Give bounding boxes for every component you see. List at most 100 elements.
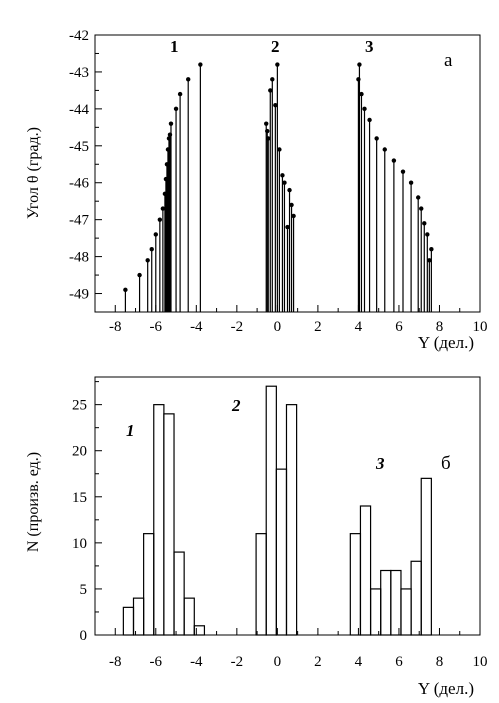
angle-point (177, 91, 183, 97)
histogram-axis-ticks: -8 -6 -4 -2 0 2 4 6 8 10 0 5 10 15 20 25 (72, 381, 488, 670)
histogram-x-tick-label: 8 (436, 654, 444, 670)
angle-point (382, 147, 387, 152)
histogram-bar (380, 569, 392, 636)
histogram-x-tick-label: -6 (150, 654, 163, 670)
angle-x-tick-label: 10 (473, 319, 488, 335)
histogram-bar (193, 625, 206, 636)
angle-point (427, 258, 432, 263)
angle-point (168, 121, 174, 126)
histogram-bar (349, 533, 362, 636)
angle-y-tick-label: -43 (69, 65, 89, 81)
histogram-bar (390, 569, 402, 636)
angle-point (264, 121, 269, 126)
angle-point (137, 272, 142, 278)
histogram-bar (163, 413, 175, 636)
hist-group-label-3: 3 (375, 454, 385, 473)
angle-point (362, 106, 367, 112)
panel-label-b: б (441, 453, 451, 474)
histogram-x-tick-label: -2 (231, 654, 244, 670)
angle-point (157, 217, 163, 222)
angle-point (266, 136, 271, 141)
group-label-1: 1 (170, 37, 179, 56)
angle-y-tick-label: -44 (69, 102, 89, 118)
hist-group-label-1: 1 (126, 421, 135, 440)
angle-point (123, 287, 128, 293)
histogram-bar (122, 606, 135, 636)
angle-point (149, 247, 154, 252)
angle-point (198, 62, 203, 67)
histogram-bar (183, 597, 195, 636)
angle-point (160, 206, 166, 211)
histogram-y-tick-label: 5 (80, 582, 88, 598)
panel-label-a: а (444, 50, 453, 71)
angle-point (425, 232, 430, 237)
angle-point (415, 195, 421, 200)
angle-x-tick-label: -4 (190, 319, 203, 335)
histogram-bar (265, 385, 277, 636)
angle-point (289, 202, 294, 208)
angle-axis-ticks: -8 -6 -4 -2 0 2 4 6 8 10 -42 -43 -44 -45 -46 -47 -48 -49 (69, 28, 488, 335)
angle-x-tick-label: -2 (231, 319, 244, 335)
angle-point (277, 147, 282, 152)
histogram-bar (275, 468, 288, 636)
histogram-bar (359, 505, 372, 636)
group-label-2: 2 (271, 37, 280, 56)
angle-y-tick-label: -46 (69, 176, 89, 192)
angle-point (391, 158, 397, 163)
histogram-bar (369, 588, 382, 636)
angle-y-tick-label: -45 (69, 139, 89, 155)
angle-y-tick-label: -47 (69, 213, 89, 229)
histogram-bar (143, 533, 155, 636)
histogram-bar (285, 404, 298, 636)
angle-x-tick-label: 2 (314, 319, 322, 335)
histogram-x-tick-label: -8 (109, 654, 122, 670)
angle-point (273, 102, 278, 108)
angle-point (268, 88, 273, 93)
angle-point (282, 180, 287, 185)
histogram-bar (420, 477, 432, 636)
angle-point (270, 77, 275, 82)
angle-y-tick-label: -42 (69, 28, 89, 44)
angle-point (291, 213, 296, 219)
angle-point (280, 173, 285, 178)
histogram-x-tick-label: 4 (355, 654, 363, 670)
angle-x-tick-label: -8 (109, 319, 122, 335)
histogram-x-tick-label: 6 (395, 654, 403, 670)
histogram-x-axis-label: Y (дел.) (418, 679, 474, 698)
histogram-y-tick-label: 10 (72, 536, 87, 552)
angle-point (367, 117, 372, 123)
histogram-plot-frame (94, 376, 481, 636)
histogram-x-tick-label: 2 (314, 654, 322, 670)
angle-point (287, 187, 292, 193)
histogram-bar (400, 588, 412, 636)
angle-point (173, 106, 179, 112)
angle-x-axis-label: Y (дел.) (418, 333, 474, 352)
histogram-bar (255, 533, 267, 636)
histogram-x-tick-label: 10 (473, 654, 488, 670)
angle-point (400, 169, 406, 174)
angle-x-tick-label: -6 (150, 319, 163, 335)
histogram-y-tick-label: 25 (72, 398, 87, 414)
angle-stem-panel: -8 -6 -4 -2 0 2 4 6 8 10-42-43-44-45-46-47-48-49 … (25, 28, 488, 352)
histogram-bar (410, 560, 422, 636)
angle-x-tick-label: 4 (355, 319, 363, 335)
histogram-bar (132, 597, 145, 636)
angle-point (153, 232, 158, 237)
histogram-bar (173, 551, 185, 636)
histogram-x-tick-label: 0 (274, 654, 282, 670)
angle-stems (123, 62, 434, 312)
angle-x-tick-label: 8 (436, 319, 444, 335)
angle-point (408, 180, 414, 185)
angle-y-tick-label: -48 (69, 250, 89, 266)
angle-point (374, 136, 379, 141)
hist-group-label-2: 2 (231, 396, 241, 415)
angle-point (265, 128, 270, 134)
histogram-x-tick-label: -4 (190, 654, 203, 670)
angle-point (145, 258, 150, 263)
histogram-y-tick-label: 0 (80, 628, 88, 644)
histogram-y-tick-label: 15 (72, 490, 87, 506)
angle-y-axis-label: Угол θ (град.) (25, 127, 42, 219)
angle-x-tick-label: 6 (395, 319, 403, 335)
angle-point (422, 221, 427, 226)
histogram-y-axis-label: N (произв. ед.) (25, 452, 42, 552)
